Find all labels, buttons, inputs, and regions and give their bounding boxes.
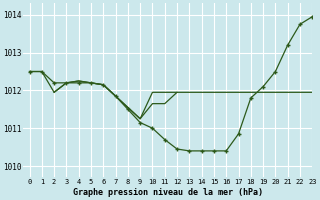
X-axis label: Graphe pression niveau de la mer (hPa): Graphe pression niveau de la mer (hPa) — [73, 188, 263, 197]
